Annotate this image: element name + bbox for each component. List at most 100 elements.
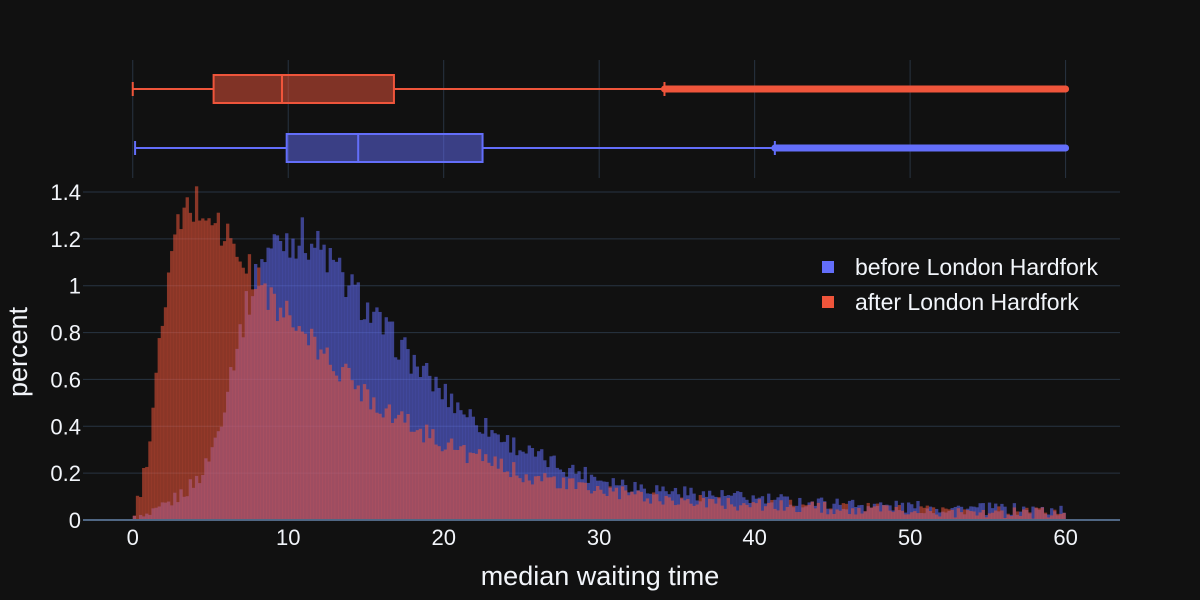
histogram-bar [1046, 514, 1051, 520]
histogram-bar [639, 491, 643, 520]
histogram-bar [564, 489, 569, 520]
histogram-bar [1012, 507, 1017, 520]
histogram-bar [533, 476, 538, 520]
histogram-bar [776, 510, 780, 520]
histogram-bar [648, 503, 653, 520]
histogram-bar [950, 509, 954, 520]
histogram-bar [925, 505, 929, 520]
histogram-bar [1040, 507, 1045, 520]
histogram-bar [608, 486, 612, 520]
histogram-bar [813, 508, 818, 520]
histogram-bar [872, 506, 877, 520]
histogram-bar [431, 429, 435, 520]
histogram-bar [636, 490, 640, 520]
histogram-bar [879, 502, 883, 520]
histogram-bar [263, 283, 267, 520]
histogram-bar [512, 462, 516, 520]
histogram-bar [477, 449, 482, 520]
histogram-bar [642, 501, 647, 520]
histogram-bar [1028, 512, 1032, 520]
histogram-bar [832, 503, 836, 520]
histogram-bar [987, 513, 992, 520]
box-iqr [212, 74, 395, 104]
histogram-bar [278, 307, 283, 520]
histogram-bar [835, 509, 839, 520]
histogram-bar [676, 504, 681, 520]
histogram-bar [1050, 515, 1054, 520]
histogram-bar [966, 510, 970, 520]
histogram-bar [658, 501, 662, 520]
histogram-bar [325, 347, 329, 520]
histogram-bar [459, 446, 463, 520]
histogram-bar [210, 225, 214, 520]
legend[interactable]: before London Hardfork after London Hardf… [822, 254, 1098, 315]
histogram-bar [816, 502, 821, 520]
histogram-bar [521, 482, 525, 520]
histogram-bar [698, 495, 702, 520]
legend-swatch [822, 261, 834, 273]
histogram-bar [481, 461, 485, 520]
histogram-bar [362, 384, 367, 520]
histogram-bar [835, 498, 839, 520]
histogram-bar [303, 333, 308, 520]
y-tick-label: 0.6 [50, 367, 81, 392]
histogram-bar [574, 489, 578, 520]
histogram-bar [390, 321, 395, 520]
histogram-bar [810, 501, 814, 520]
histogram-bar [185, 197, 189, 520]
histogram-bar [294, 330, 298, 520]
legend-swatch [822, 296, 834, 308]
histogram-bar [913, 511, 917, 520]
histogram-bar [1031, 506, 1035, 520]
histogram-bar [704, 507, 709, 520]
histogram-bar [692, 505, 696, 520]
histogram-bar [536, 476, 541, 520]
x-tick-label: 50 [898, 525, 922, 550]
histogram-bar [247, 254, 252, 520]
histogram-bar [788, 499, 793, 520]
histogram-bar [518, 478, 522, 520]
histogram-bar [508, 477, 513, 520]
histogram-bar [714, 503, 718, 520]
histogram-bar [720, 490, 724, 520]
histogram-bar [978, 503, 982, 520]
histogram-bar [910, 512, 914, 520]
y-tick-label: 1.4 [50, 180, 81, 205]
histogram-bar [661, 486, 665, 520]
histogram-bar [378, 413, 382, 520]
histogram-bar [586, 490, 591, 520]
histogram-bar [894, 506, 898, 520]
histogram-bar [350, 380, 354, 520]
histogram-bar [882, 505, 886, 520]
histogram-bar [1025, 507, 1029, 520]
histogram-bar [959, 512, 964, 520]
histogram-bar [235, 256, 239, 520]
histogram-bar [437, 446, 441, 520]
histogram-bar [589, 493, 594, 520]
y-tick-label: 1 [69, 274, 81, 299]
histogram-bar [502, 472, 507, 520]
histogram-bar [571, 478, 575, 520]
histogram-bar [505, 471, 510, 520]
histogram-bar [322, 353, 326, 520]
histogram-bar [440, 451, 444, 520]
histogram-bar [745, 504, 749, 520]
histogram-bar [953, 506, 957, 520]
histogram-bar [997, 506, 1001, 520]
histogram-bar [673, 487, 678, 520]
histogram-bar [857, 507, 861, 520]
histogram-bar [798, 512, 802, 520]
histogram-bars [132, 186, 1066, 521]
histogram-bar [421, 442, 426, 520]
histogram-bar [860, 504, 864, 520]
histogram-bar [1043, 512, 1048, 520]
histogram-bar [275, 321, 280, 520]
histogram-bar [409, 431, 413, 520]
histogram-bar [975, 507, 979, 520]
histogram-bar [667, 497, 671, 520]
histogram-bar [337, 381, 342, 520]
histogram-bar [568, 478, 572, 520]
histogram-bar [981, 509, 985, 520]
histogram-bar [319, 349, 323, 520]
histogram-bar [173, 234, 177, 520]
